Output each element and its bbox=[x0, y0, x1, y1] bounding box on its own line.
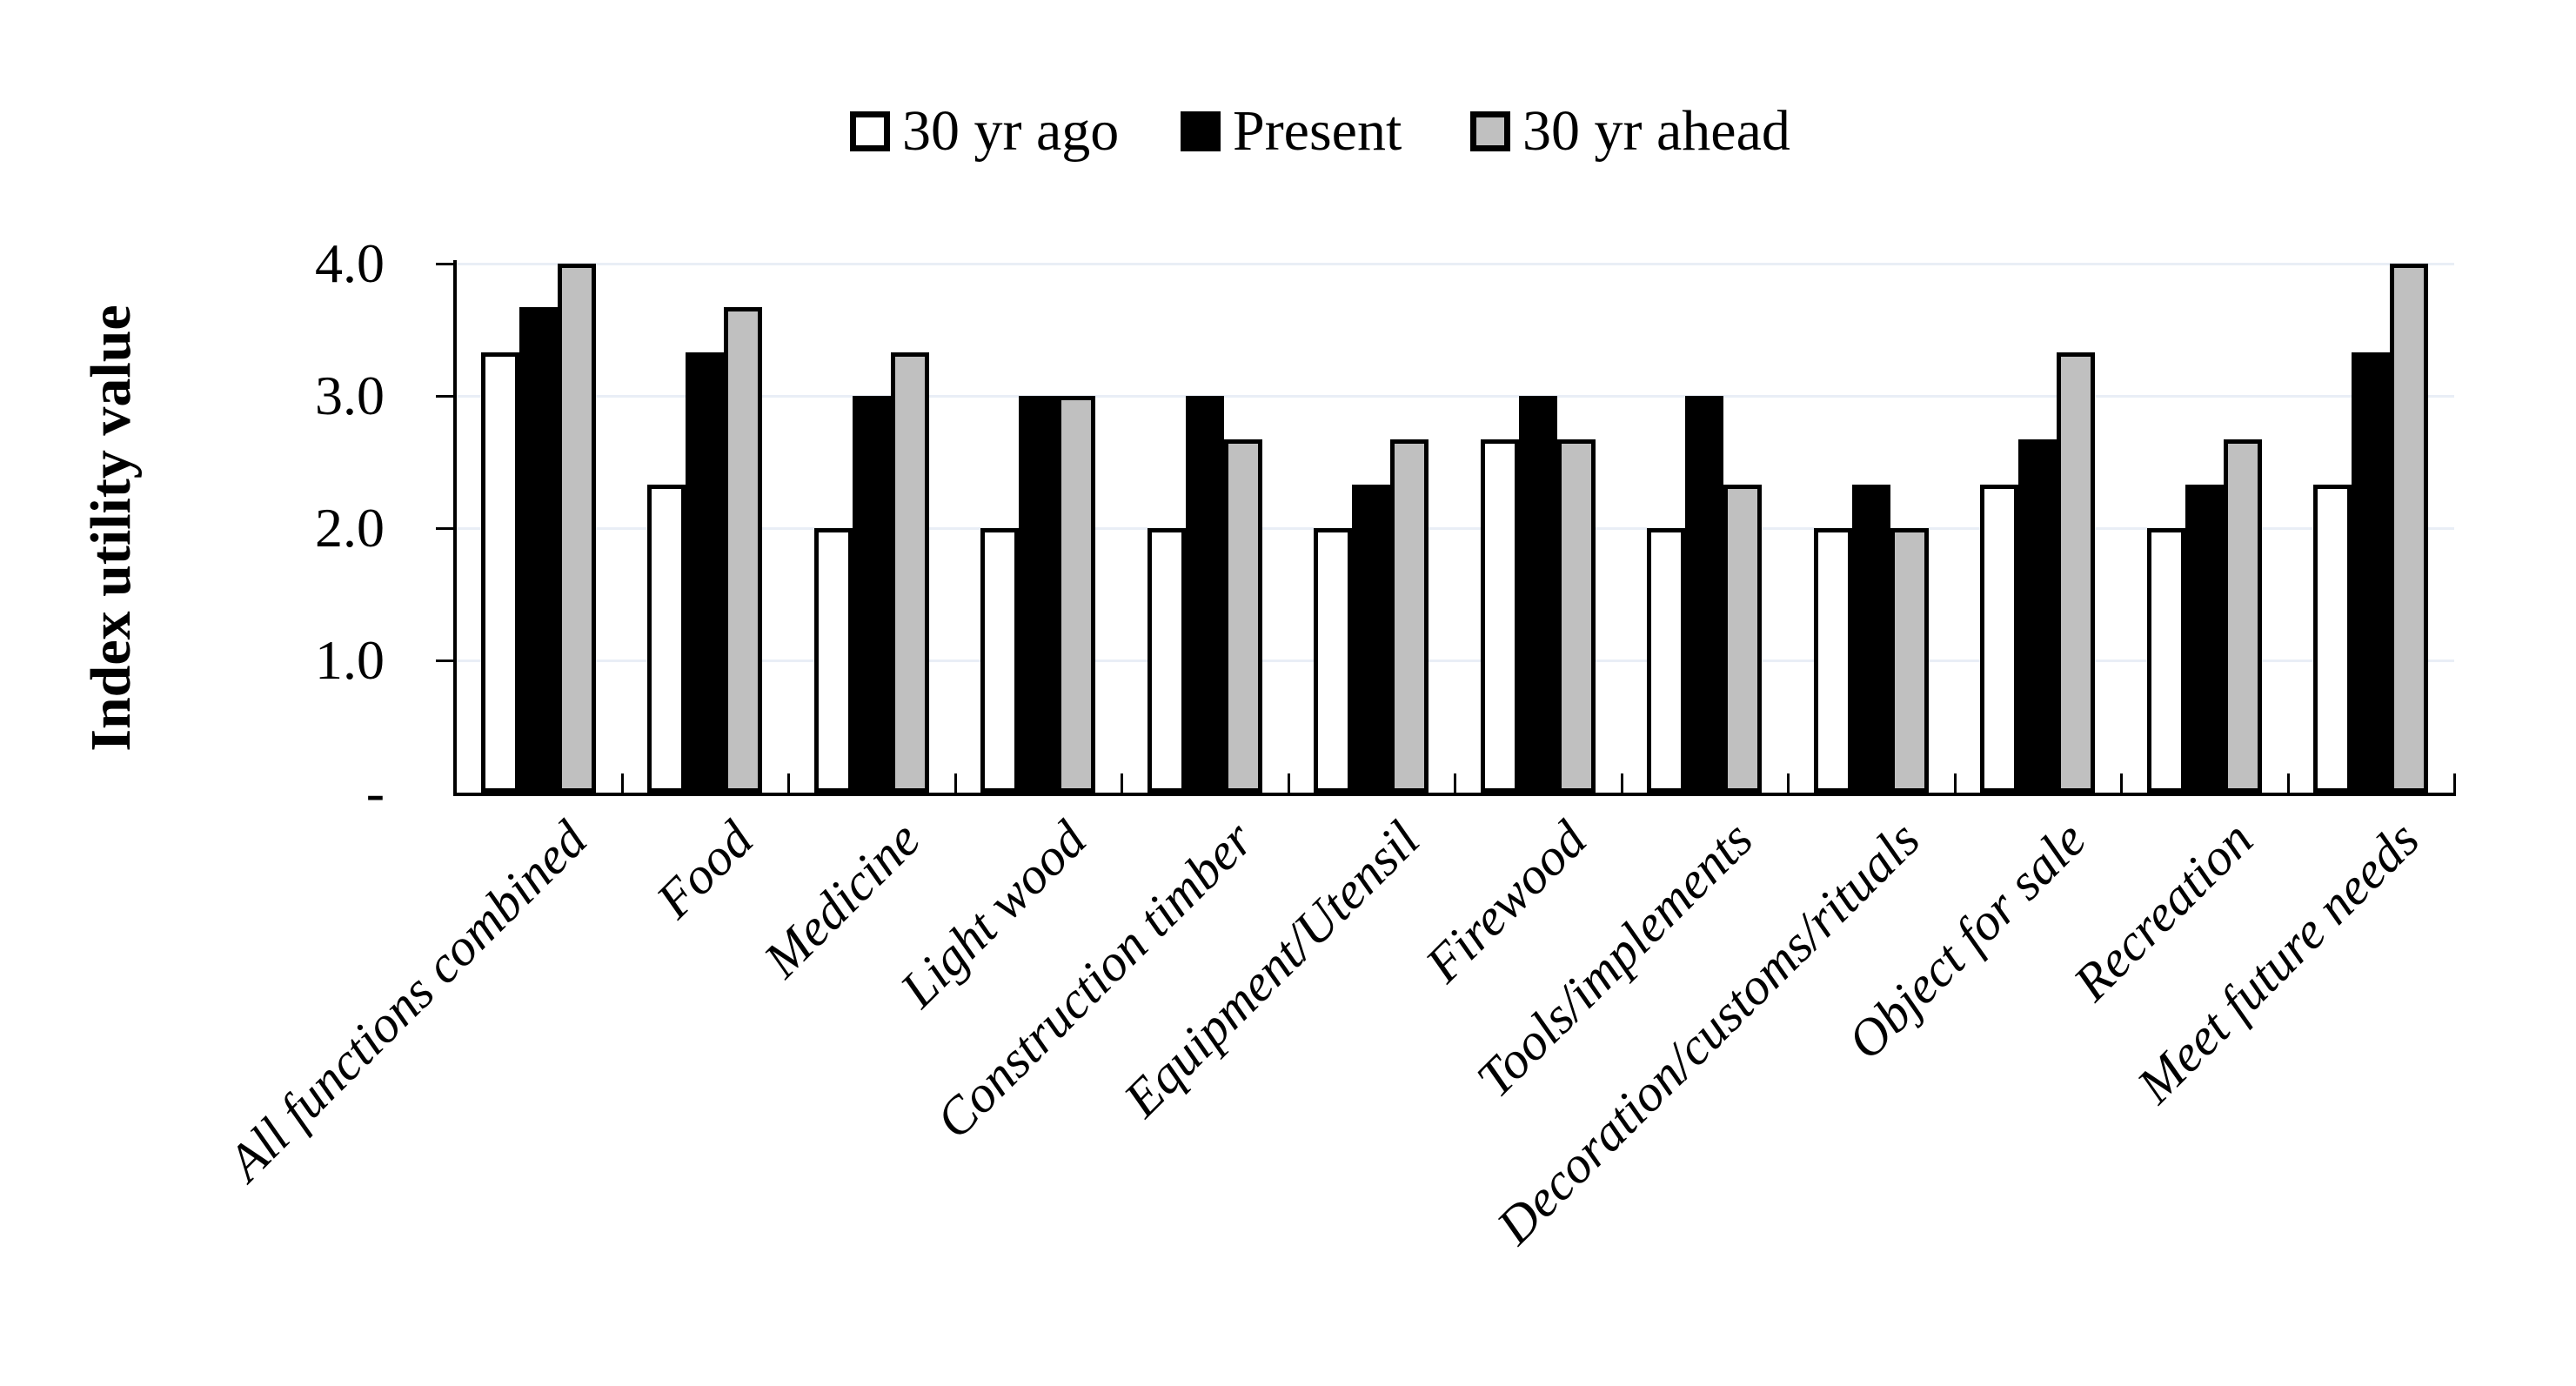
bar-30-yr-ago bbox=[647, 485, 686, 793]
bar-30-yr-ago bbox=[980, 528, 1019, 793]
bar-30-yr-ago bbox=[2147, 528, 2185, 793]
legend-swatch-present bbox=[1181, 111, 1221, 151]
bar-30-yr-ago bbox=[1147, 528, 1186, 793]
gridline-4.0 bbox=[455, 263, 2454, 265]
x-tick-mark bbox=[621, 773, 624, 793]
bar-30-yr-ahead bbox=[1390, 439, 1429, 793]
legend-swatch-30-yr-ago bbox=[850, 111, 890, 151]
bar-30-yr-ahead bbox=[558, 264, 596, 793]
gridline-3.0 bbox=[455, 395, 2454, 398]
bar-present bbox=[2018, 439, 2057, 793]
bar-30-yr-ahead bbox=[2224, 439, 2262, 793]
legend-label-present: Present bbox=[1233, 99, 1402, 163]
bar-30-yr-ago bbox=[814, 528, 853, 793]
bar-present bbox=[2352, 352, 2390, 793]
y-tick-mark bbox=[436, 395, 455, 398]
bar-present bbox=[1519, 396, 1557, 793]
x-tick-mark bbox=[1121, 773, 1123, 793]
x-tick-mark bbox=[1454, 773, 1456, 793]
bar-30-yr-ago bbox=[1980, 485, 2018, 793]
gridline-2.0 bbox=[455, 527, 2454, 530]
legend-label-30-yr-ago: 30 yr ago bbox=[902, 99, 1120, 163]
x-tick-mark bbox=[787, 773, 790, 793]
legend-item-30-yr-ahead: 30 yr ahead bbox=[1470, 91, 1790, 171]
y-axis-title: Index utility value bbox=[79, 305, 143, 752]
bar-30-yr-ago bbox=[1481, 439, 1519, 793]
bar-30-yr-ago bbox=[1814, 528, 1852, 793]
x-tick-mark bbox=[1288, 773, 1290, 793]
bar-30-yr-ago bbox=[1647, 528, 1685, 793]
bar-present bbox=[1186, 396, 1224, 793]
y-tick-label-3-0: 3.0 bbox=[315, 365, 385, 426]
bar-30-yr-ahead bbox=[1557, 439, 1596, 793]
bar-present bbox=[1352, 485, 1390, 793]
bar-present bbox=[686, 352, 724, 793]
legend-swatch-30-yr-ahead bbox=[1470, 111, 1510, 151]
y-tick-label-1-0: 1.0 bbox=[315, 629, 385, 691]
x-axis-line bbox=[453, 793, 2456, 796]
bar-30-yr-ahead bbox=[891, 352, 929, 793]
bar-present bbox=[519, 307, 558, 793]
bar-present bbox=[2185, 485, 2224, 793]
bar-present bbox=[1685, 396, 1723, 793]
bar-30-yr-ahead bbox=[2057, 352, 2095, 793]
bar-present bbox=[853, 396, 891, 793]
bar-present bbox=[1852, 485, 1890, 793]
y-tick-label-4-0: 4.0 bbox=[315, 232, 385, 294]
legend-item-30-yr-ago: 30 yr ago bbox=[850, 91, 1119, 171]
x-tick-mark bbox=[2453, 773, 2456, 793]
bar-30-yr-ahead bbox=[1224, 439, 1262, 793]
bar-30-yr-ahead bbox=[1723, 485, 1762, 793]
y-tick-mark bbox=[436, 660, 455, 662]
x-tick-mark bbox=[2287, 773, 2290, 793]
bar-30-yr-ago bbox=[481, 352, 519, 793]
x-tick-mark bbox=[1621, 773, 1623, 793]
bar-present bbox=[1019, 396, 1057, 793]
legend-item-present: Present bbox=[1181, 91, 1402, 171]
y-axis-line bbox=[453, 260, 457, 796]
x-tick-mark bbox=[2120, 773, 2123, 793]
bar-30-yr-ago bbox=[2313, 485, 2352, 793]
x-tick-mark bbox=[1787, 773, 1790, 793]
x-tick-mark bbox=[1954, 773, 1957, 793]
legend-label-30-yr-ahead: 30 yr ahead bbox=[1522, 99, 1790, 163]
bar-30-yr-ahead bbox=[2390, 264, 2428, 793]
y-tick-mark bbox=[436, 527, 455, 530]
y-tick-label-: - bbox=[365, 761, 385, 823]
x-tick-mark bbox=[954, 773, 957, 793]
y-tick-label-2-0: 2.0 bbox=[315, 497, 385, 559]
y-tick-mark bbox=[436, 263, 455, 265]
bar-30-yr-ahead bbox=[1057, 396, 1095, 793]
bar-30-yr-ago bbox=[1314, 528, 1352, 793]
bar-30-yr-ahead bbox=[724, 307, 762, 793]
gridline-1.0 bbox=[455, 660, 2454, 662]
bar-30-yr-ahead bbox=[1890, 528, 1929, 793]
